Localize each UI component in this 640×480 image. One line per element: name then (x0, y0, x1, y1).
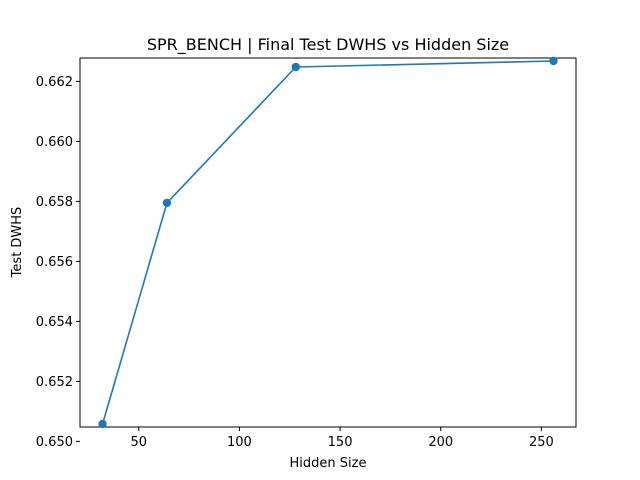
data-point (549, 56, 558, 66)
x-tick-label: 50 (131, 435, 148, 450)
data-point (291, 62, 300, 72)
x-axis: 50 100 150 200 250 (131, 427, 554, 450)
series-line (101, 60, 554, 425)
y-tick-label: 0.656 (36, 255, 73, 270)
y-tick-label: 0.658 (36, 195, 73, 210)
series-layer (98, 56, 558, 429)
x-tick-label: 250 (529, 435, 554, 450)
chart-title: SPR_BENCH | Final Test DWHS vs Hidden Si… (147, 35, 509, 55)
x-tick-label: 150 (328, 435, 353, 450)
data-point (162, 198, 172, 208)
y-tick-label: 0.654 (36, 315, 73, 330)
y-axis-label: Test DWHS (10, 207, 25, 279)
x-axis-label: Hidden Size (290, 456, 367, 471)
plot-frame (79, 57, 577, 428)
x-tick-label: 200 (428, 435, 453, 450)
y-tick-label: 0.662 (36, 75, 73, 90)
y-tick-label: 0.660 (36, 135, 73, 150)
y-tick-label: 0.650 (36, 435, 73, 450)
y-axis: 0.650 0.652 0.654 0.656 0.658 0.660 0.662 (36, 75, 80, 450)
data-point (98, 419, 107, 429)
y-tick-label: 0.652 (36, 375, 73, 390)
x-tick-label: 100 (227, 435, 252, 450)
